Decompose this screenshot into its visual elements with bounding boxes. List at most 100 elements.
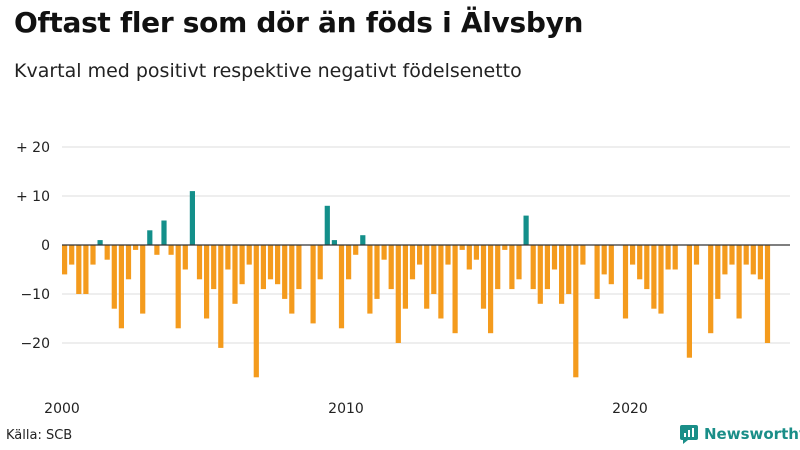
bar-negative xyxy=(743,245,749,265)
bar-negative xyxy=(346,245,352,280)
bar-negative xyxy=(76,245,82,294)
bar-negative xyxy=(459,245,465,250)
bar-negative xyxy=(275,245,281,285)
bar-negative xyxy=(551,245,558,270)
bar-negative xyxy=(218,245,224,348)
bar-negative xyxy=(125,245,132,280)
bar-negative xyxy=(736,245,742,319)
bar-negative xyxy=(381,245,387,260)
bar-negative xyxy=(402,245,408,309)
newsworthy-logo-icon xyxy=(680,425,698,444)
bar-negative xyxy=(253,245,259,378)
bar-negative xyxy=(672,245,678,270)
bar-negative xyxy=(651,245,657,309)
bar-negative xyxy=(537,245,543,304)
bar-negative xyxy=(83,245,89,294)
bar-negative xyxy=(750,245,756,275)
bar-negative xyxy=(715,245,721,299)
bar-negative xyxy=(154,245,160,255)
x-tick-label: 2020 xyxy=(612,401,648,417)
bar-negative xyxy=(757,245,763,280)
bar-negative xyxy=(729,245,735,265)
bar-negative xyxy=(622,245,629,319)
bar-negative xyxy=(665,245,671,270)
bar-negative xyxy=(367,245,373,314)
bar-negative xyxy=(267,245,274,280)
bar-negative xyxy=(69,245,75,265)
bar-positive xyxy=(331,240,337,245)
bar-negative xyxy=(338,245,345,329)
bar-positive xyxy=(161,220,167,245)
bar-negative xyxy=(395,245,401,343)
bar-negative xyxy=(722,245,728,275)
bar-negative xyxy=(140,245,146,314)
chart-subtitle: Kvartal med positivt respektive negativt… xyxy=(14,60,522,82)
bar-negative xyxy=(431,245,437,294)
bar-negative xyxy=(196,245,203,280)
bar-negative xyxy=(246,245,252,265)
bar-negative xyxy=(211,245,217,290)
bar-negative xyxy=(62,245,68,275)
y-tick-label: −20 xyxy=(20,336,50,352)
bar-negative xyxy=(239,245,245,285)
bar-negative xyxy=(601,245,607,275)
bar-negative xyxy=(686,245,692,358)
bar-negative xyxy=(424,245,430,309)
bar-negative xyxy=(530,245,536,290)
bar-negative xyxy=(480,245,487,309)
bar-negative xyxy=(559,245,565,304)
y-tick-label: 0 xyxy=(41,238,50,254)
bar-negative xyxy=(466,245,472,270)
bar-negative xyxy=(516,245,522,280)
bar-positive xyxy=(324,205,330,245)
bar-negative xyxy=(580,245,586,265)
brand-name: Newsworthy xyxy=(704,425,800,443)
grid-lines xyxy=(62,146,790,344)
bars xyxy=(62,191,771,378)
bar-negative xyxy=(438,245,444,319)
bar-negative xyxy=(630,245,636,265)
bar-negative xyxy=(353,245,359,255)
bar-negative xyxy=(175,245,181,329)
bar-negative xyxy=(417,245,423,265)
bar-negative xyxy=(594,245,600,299)
x-tick-label: 2010 xyxy=(328,401,364,417)
x-axis-labels: 2000 2010 2020 xyxy=(44,401,648,417)
bar-negative xyxy=(374,245,380,299)
bar-negative xyxy=(204,245,210,319)
bar-negative xyxy=(544,245,550,290)
bar-negative xyxy=(111,245,117,309)
bar-negative xyxy=(473,245,479,260)
bar-negative xyxy=(693,245,700,265)
bar-negative xyxy=(260,245,266,290)
bar-negative xyxy=(644,245,650,290)
bar-negative xyxy=(573,245,579,378)
bar-negative xyxy=(133,245,139,250)
bar-negative xyxy=(296,245,302,290)
bar-negative xyxy=(388,245,394,290)
bar-negative xyxy=(168,245,174,255)
bar-negative xyxy=(317,245,323,280)
bar-positive xyxy=(189,191,195,245)
y-tick-label: −10 xyxy=(20,287,50,303)
y-tick-label: + 10 xyxy=(16,189,50,205)
bar-negative xyxy=(409,245,416,280)
bar-negative xyxy=(232,245,238,304)
bar-negative xyxy=(104,245,110,260)
bar-negative xyxy=(566,245,572,294)
source-label: Källa: SCB xyxy=(6,428,73,443)
bar-negative xyxy=(608,245,614,285)
bar-negative xyxy=(90,245,96,265)
bar-negative xyxy=(282,245,288,299)
bar-negative xyxy=(502,245,508,250)
bar-chart: + 20 + 10 0 −10 −20 2000 2010 2020 xyxy=(16,140,790,417)
bar-negative xyxy=(658,245,664,314)
bar-negative xyxy=(488,245,494,334)
chart-title: Oftast fler som dör än föds i Älvsbyn xyxy=(14,6,584,39)
bar-negative xyxy=(289,245,295,314)
bar-negative xyxy=(509,245,515,290)
bar-negative xyxy=(495,245,501,290)
bar-positive xyxy=(360,235,366,245)
y-axis-labels: + 20 + 10 0 −10 −20 xyxy=(16,140,50,352)
y-tick-label: + 20 xyxy=(16,140,50,156)
